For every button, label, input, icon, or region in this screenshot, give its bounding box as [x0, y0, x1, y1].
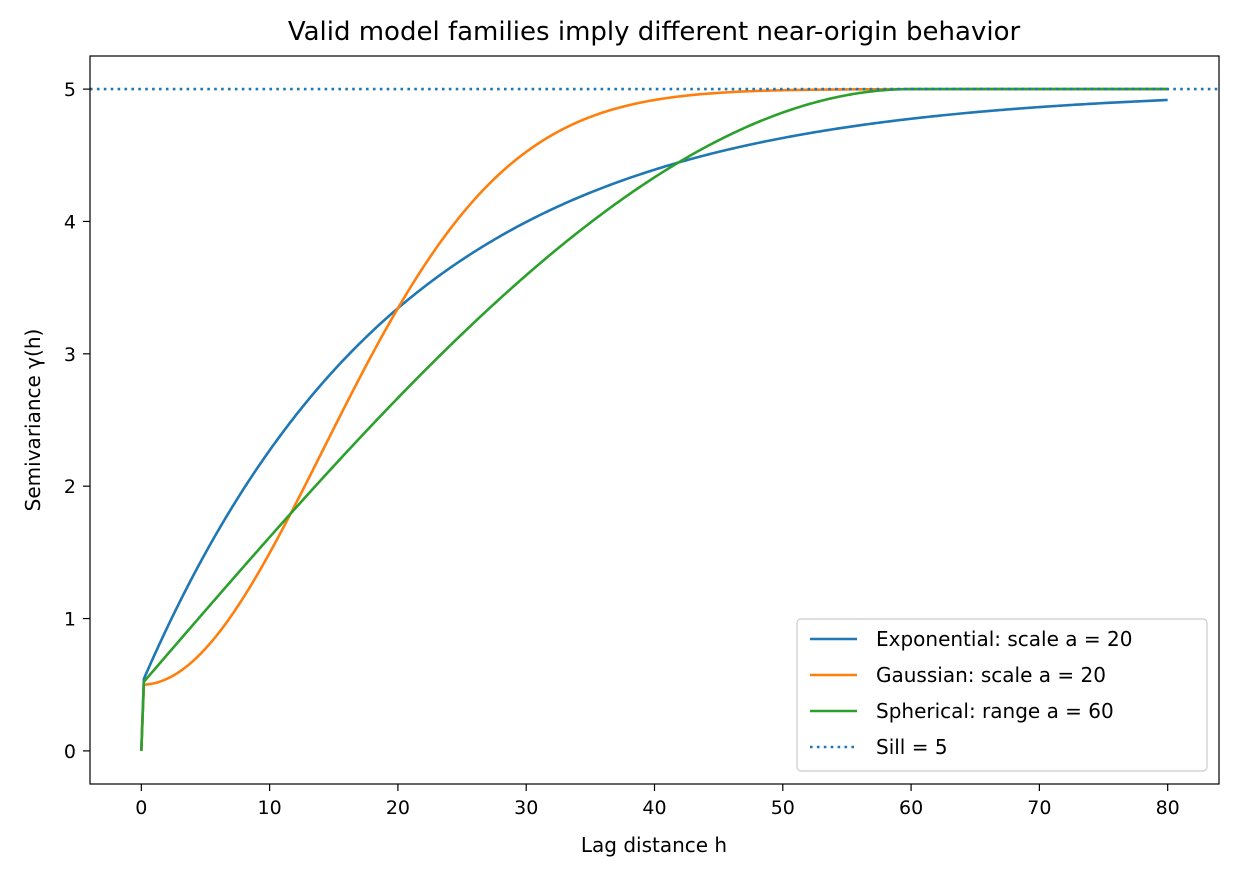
x-tick-label: 80 [1156, 797, 1180, 819]
x-tick-label: 50 [771, 797, 795, 819]
x-tick-label: 0 [135, 797, 147, 819]
legend: Exponential: scale a = 20 Gaussian: scale… [796, 618, 1208, 772]
x-tick-label: 10 [258, 797, 282, 819]
series-group [90, 87, 1219, 751]
x-tick-label: 30 [514, 797, 538, 819]
legend-label: Exponential: scale a = 20 [876, 627, 1132, 651]
spherical-series-line [140, 87, 1168, 751]
legend-label: Gaussian: scale a = 20 [876, 663, 1106, 687]
x-axis-label: Lag distance h [581, 833, 727, 857]
x-tick-label: 60 [899, 797, 923, 819]
y-axis-label: Semivariance γ(h) [21, 329, 45, 512]
y-axis: 0 1 2 3 4 5 [64, 79, 90, 763]
x-tick-label: 40 [642, 797, 666, 819]
x-tick-label: 20 [386, 797, 410, 819]
x-axis: 0 10 20 30 40 50 60 70 80 [135, 784, 1180, 819]
y-tick-label: 2 [64, 476, 76, 498]
x-tick-label: 70 [1027, 797, 1051, 819]
y-tick-label: 0 [64, 741, 76, 763]
chart-title: Valid model families imply different nea… [288, 17, 1021, 47]
legend-label: Spherical: range a = 60 [876, 699, 1114, 723]
y-tick-label: 4 [64, 211, 76, 233]
y-tick-label: 3 [64, 344, 76, 366]
legend-box [796, 618, 1208, 772]
exponential-series-line [140, 98, 1168, 751]
y-tick-label: 5 [64, 79, 76, 101]
y-tick-label: 1 [64, 609, 76, 631]
legend-label: Sill = 5 [876, 735, 948, 759]
